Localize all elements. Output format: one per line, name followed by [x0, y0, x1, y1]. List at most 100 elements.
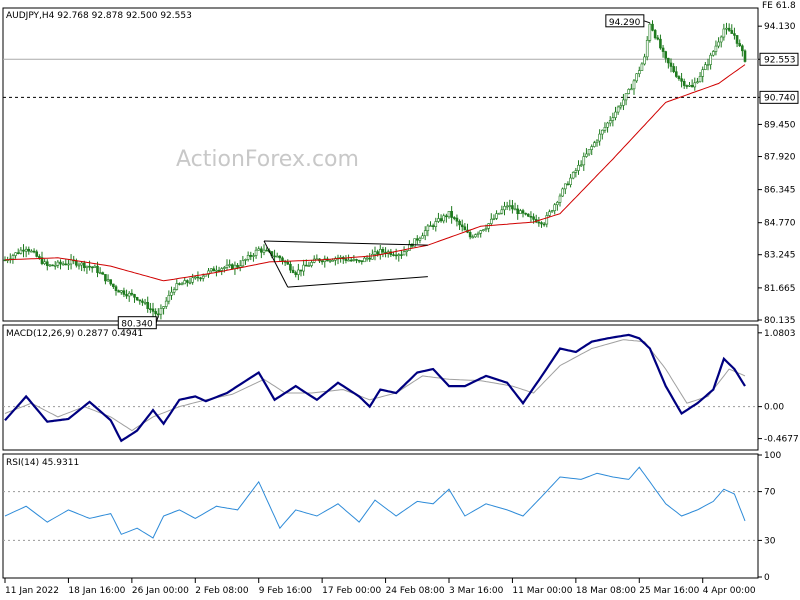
candle-body: [582, 156, 586, 166]
annotation-label: 80.340: [121, 320, 153, 330]
candle-body: [373, 251, 377, 255]
candle-body: [93, 265, 97, 268]
time-tick-label: 4 Apr 00:00: [703, 586, 756, 596]
candle-body: [532, 216, 535, 220]
candle-body: [254, 249, 258, 256]
macd-panel-header: MACD(12,26,9) 0.2877 0.4941: [6, 329, 143, 339]
candle-body: [437, 218, 440, 222]
candle-body: [275, 255, 279, 258]
candle-body: [503, 206, 506, 211]
candle-body: [80, 262, 83, 266]
candle-body: [328, 260, 332, 262]
time-tick-label: 11 Mar 00:00: [512, 586, 572, 596]
candle-body: [463, 226, 467, 231]
price-tick-label: 86.345: [764, 186, 796, 196]
candle-body: [521, 210, 525, 214]
candle-body: [468, 232, 472, 238]
price-tick-label: 84.770: [764, 219, 796, 229]
candle-body: [651, 23, 654, 31]
candle-body: [619, 105, 623, 108]
candle-body: [415, 238, 419, 241]
candle-body: [183, 280, 187, 285]
candle-body: [307, 265, 311, 267]
candle-body: [667, 57, 670, 64]
candle-body: [98, 272, 102, 274]
candle-body: [611, 117, 615, 121]
price-tick-label: 92.553: [764, 55, 796, 65]
candle-body: [35, 251, 39, 257]
candle-body: [365, 257, 369, 260]
candle-body: [246, 255, 250, 260]
candle-body: [178, 283, 181, 285]
macd-tick-label: 0.00: [764, 403, 784, 413]
candle-body: [162, 306, 165, 309]
price-tick-label: 80.135: [764, 316, 796, 326]
candle-body: [423, 230, 427, 237]
candle-body: [85, 265, 89, 268]
macd-line: [4, 333, 746, 443]
candle-body: [495, 213, 498, 219]
price-tick-label: 87.920: [764, 153, 796, 163]
candle-body: [104, 274, 107, 282]
candle-body: [193, 276, 197, 279]
candle-body: [603, 126, 607, 131]
candle-body: [61, 263, 65, 266]
candle-body: [709, 54, 712, 65]
candle-body: [690, 84, 694, 88]
candle-body: [64, 263, 68, 266]
candle-body: [175, 283, 179, 290]
candle-body: [545, 215, 549, 225]
time-tick-label: 26 Jan 00:00: [132, 586, 189, 596]
candle-body: [164, 300, 168, 307]
candle-body: [376, 251, 379, 255]
candle-body: [669, 62, 673, 67]
candle-body: [696, 81, 699, 84]
candle-body: [88, 265, 91, 268]
candle-body: [566, 183, 570, 186]
candle-body: [397, 254, 401, 256]
candle-body: [119, 290, 123, 293]
candle-body: [90, 266, 94, 269]
candle-body: [38, 256, 41, 258]
candle-body: [627, 89, 631, 94]
candle-body: [513, 208, 517, 211]
candle-body: [101, 272, 105, 275]
price-tick-label: 81.665: [764, 284, 796, 294]
candle-body: [624, 93, 628, 101]
candle-body: [32, 250, 36, 253]
candle-body: [349, 259, 353, 262]
candle-body: [505, 205, 509, 208]
candle-body: [408, 243, 411, 251]
candle-body: [585, 153, 588, 157]
candle-body: [563, 183, 567, 190]
rsi-tick-label: 70: [764, 488, 776, 498]
candle-body: [69, 259, 73, 265]
candle-body: [701, 69, 705, 77]
candle-body: [735, 35, 739, 44]
candle-body: [207, 270, 210, 275]
rsi-tick-label: 100: [764, 451, 781, 461]
candle-body: [458, 220, 461, 226]
candle-body: [14, 252, 17, 256]
candle-body: [249, 255, 253, 257]
price-panel-header: AUDJPY,H4 92.768 92.878 92.500 92.553: [6, 11, 192, 21]
candle-body: [648, 23, 652, 41]
candle-body: [672, 66, 675, 72]
time-tick-label: 18 Mar 08:00: [576, 586, 636, 596]
candle-body: [320, 260, 324, 263]
candle-body: [674, 71, 678, 77]
candle-body: [460, 224, 464, 228]
candle-body: [347, 259, 350, 262]
annotation-label: 94.290: [609, 18, 641, 28]
candle-body: [130, 292, 134, 295]
candle-body: [357, 259, 361, 262]
candle-body: [82, 262, 86, 268]
candle-body: [635, 73, 638, 82]
candle-body: [426, 225, 430, 231]
candle-body: [299, 269, 303, 272]
candle-body: [75, 260, 78, 266]
candle-body: [447, 210, 451, 218]
candle-body: [476, 232, 480, 235]
time-tick-label: 24 Feb 08:00: [386, 586, 445, 596]
candle-body: [558, 195, 562, 203]
